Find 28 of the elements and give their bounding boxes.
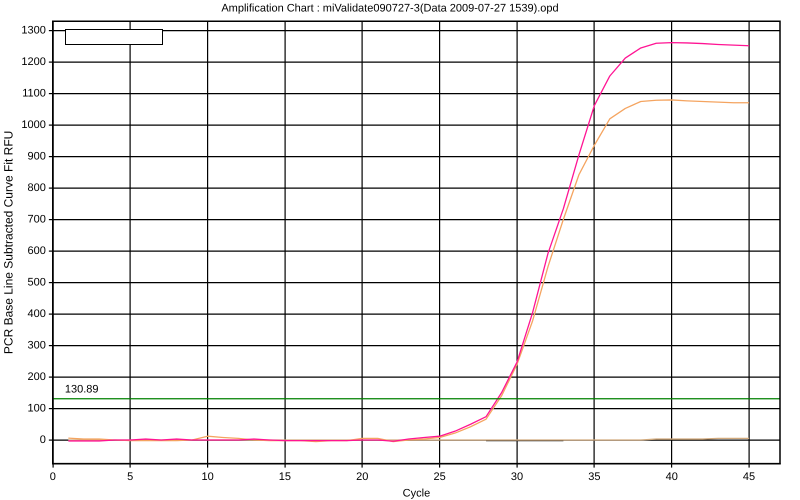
y-tick-label: 200: [28, 371, 46, 384]
x-tick-label: 45: [742, 471, 756, 484]
y-tick-label: 1100: [22, 88, 46, 100]
y-tick-label: 1300: [21, 24, 46, 37]
y-tick-label: 0: [40, 434, 46, 446]
x-tick-label: 15: [278, 471, 292, 484]
x-tick-label: 35: [588, 471, 600, 484]
y-tick-label: 400: [28, 308, 46, 320]
x-tick-label: 25: [434, 471, 446, 484]
y-tick-label: 600: [28, 245, 46, 258]
y-tick-label: 100: [28, 402, 46, 415]
y-tick-label: 500: [28, 276, 46, 289]
x-tick-label: 30: [510, 471, 524, 484]
y-tick-label: 800: [28, 182, 46, 194]
y-tick-label: 700: [28, 214, 46, 226]
y-tick-label: 1200: [21, 56, 46, 68]
x-tick-label: 40: [666, 471, 678, 484]
y-tick-label: 1000: [21, 119, 46, 132]
x-axis-title: Cycle: [402, 487, 430, 500]
chart-title: Amplification Chart : miValidate090727-3(Data 2009-07-27 1539).opd: [221, 2, 559, 15]
y-tick-label: 900: [28, 150, 46, 163]
x-tick-label: 5: [127, 471, 134, 484]
x-tick-label: 0: [50, 471, 56, 484]
ref-line-label: 130.89: [64, 383, 99, 396]
x-tick-label: 10: [201, 471, 214, 484]
y-axis-title: PCR Base Line Subtracted Curve Fit RFU: [2, 130, 16, 354]
x-tick-label: 20: [356, 471, 368, 484]
y-tick-label: 300: [28, 340, 46, 352]
